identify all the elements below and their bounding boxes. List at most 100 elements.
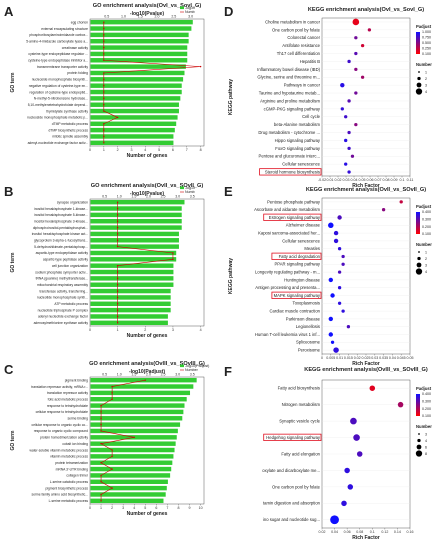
category-label: folic acid metabolic process xyxy=(48,397,89,401)
bar xyxy=(90,422,181,427)
data-point xyxy=(354,67,358,71)
bar xyxy=(90,244,179,249)
category-label: inositol hexakisphosphate 5-kinase... xyxy=(34,213,88,217)
chart-title: GO enrichment analysis(OvII_vs_SOvII_G) xyxy=(91,183,204,189)
color-tick-label: 1.000 xyxy=(422,30,431,34)
data-point xyxy=(346,325,351,329)
highlight-box xyxy=(263,433,322,441)
bar xyxy=(90,238,179,243)
number-point xyxy=(111,398,113,400)
number-point xyxy=(100,430,102,432)
bar xyxy=(90,307,171,313)
top-tick-label: 0.5 xyxy=(102,373,107,377)
top-tick-label: 1.0 xyxy=(121,15,126,19)
category-label: aspartic-type peptidase activity xyxy=(43,258,88,262)
category-label: mitotic spindle assembly xyxy=(52,135,88,139)
legend-entry: -log10 xyxy=(185,186,195,190)
data-point xyxy=(347,99,351,103)
bar xyxy=(90,416,183,421)
size-tick-label: 3 xyxy=(425,263,427,267)
number-point xyxy=(103,78,105,81)
top-tick-label: 2.5 xyxy=(161,195,166,199)
bar xyxy=(90,231,179,237)
bar xyxy=(90,212,182,218)
category-label: water-soluble vitamin metabolic process xyxy=(30,448,89,452)
size-tick-label: 2 xyxy=(425,257,427,261)
bar xyxy=(90,70,185,76)
data-point xyxy=(381,208,386,212)
kegg-panel-d: D KEGG enrichment analysis(OvI_vs_SovI_G)… xyxy=(224,4,432,189)
category-label: Longevity regulating pathway - m... xyxy=(255,270,320,275)
top-axis-label: -log10(Padjust) xyxy=(129,369,165,375)
size-legend-title: Number xyxy=(416,424,432,429)
bar xyxy=(90,225,182,230)
category-label: Estrogen signaling pathway xyxy=(269,215,321,220)
x-tick-label: 4 xyxy=(144,148,146,152)
category-label: Choline metabolism in cancer xyxy=(265,19,321,24)
bar xyxy=(90,397,187,402)
x-tick-label: 0.005 xyxy=(326,356,335,360)
category-label: Pentose phosphate pathway xyxy=(267,199,321,204)
number-point xyxy=(103,104,105,106)
category-label: tamin digestion and absorption xyxy=(263,501,321,506)
top-tick-label: 2.5 xyxy=(161,373,166,377)
category-label: vitamin metabolic process xyxy=(50,455,88,459)
category-label: protein folding xyxy=(67,71,88,75)
data-point xyxy=(328,316,333,322)
number-point xyxy=(100,423,102,426)
color-legend-title: Padjust xyxy=(416,204,432,209)
number-point xyxy=(100,493,102,496)
x-tick-label: 2 xyxy=(144,328,146,332)
legend-entry: -log10 xyxy=(185,6,195,10)
highlight-box xyxy=(263,213,322,221)
x-tick-label: 3 xyxy=(122,506,124,510)
plot-frame xyxy=(321,197,411,355)
category-label: cysteine-type endopeptidase regulator ..… xyxy=(28,52,88,56)
category-label: cobalt ion binding xyxy=(62,442,88,446)
size-tick-label: 4 xyxy=(425,90,427,94)
category-label: inositol hexakisphosphate 1-kinase... xyxy=(34,207,88,211)
kegg-panel-f: F KEGG enrichment analysis(OvIII_vs_SOvII… xyxy=(224,364,432,541)
data-point xyxy=(367,28,372,32)
y-axis-label: KEGG pathway xyxy=(228,258,234,294)
color-tick-label: 0.250 xyxy=(422,47,431,51)
category-label: collagen trimer xyxy=(66,474,89,478)
category-label: Human T-cell leukemia virus 1 inf... xyxy=(255,332,320,337)
category-label: response to tetrahydrofolate xyxy=(47,404,88,408)
bar xyxy=(90,140,174,146)
x-tick-label: 5 xyxy=(144,506,146,510)
x-tick-label: 0.1 xyxy=(370,530,375,534)
data-point xyxy=(354,36,358,40)
x-tick-label: 0.035 xyxy=(379,356,388,360)
highlight-box xyxy=(259,168,322,176)
data-point xyxy=(344,162,348,166)
data-point xyxy=(328,222,334,229)
category-label: Peroxisome xyxy=(298,348,321,353)
bar xyxy=(90,377,197,383)
bar xyxy=(90,199,185,205)
number-point xyxy=(116,290,119,292)
category-label: dTMP metabolic process xyxy=(52,122,89,126)
category-label: Colorectal cancer xyxy=(287,35,320,40)
legend-swatch-bar xyxy=(180,186,184,190)
number-point xyxy=(116,309,119,311)
x-tick-label: 4 xyxy=(200,328,202,332)
category-label: cysteine-type endopeptidase inhibitor a.… xyxy=(28,59,88,63)
category-label: negative regulation of cysteine-type en.… xyxy=(29,84,88,88)
category-label: inositol hexakisphosphate 3-kinase... xyxy=(34,219,88,223)
x-tick-label: 1 xyxy=(100,506,102,510)
data-point xyxy=(337,270,342,274)
category-label: Measles xyxy=(304,246,320,251)
number-point xyxy=(100,442,102,445)
chart-title: KEGG enrichment analysis(OvI_vs_SovI_G) xyxy=(308,7,424,13)
x-tick-label: 0.04 xyxy=(351,178,358,182)
data-point xyxy=(347,484,354,490)
color-tick-label: 0.100 xyxy=(422,414,431,418)
bar xyxy=(90,301,171,306)
category-label: adenyl-nucleotide exchange factor activ.… xyxy=(28,141,89,145)
number-point xyxy=(103,129,105,131)
number-point xyxy=(111,385,113,388)
bar xyxy=(90,102,179,107)
color-tick-label: 0.300 xyxy=(422,218,431,222)
top-tick-label: 1.0 xyxy=(117,195,122,199)
